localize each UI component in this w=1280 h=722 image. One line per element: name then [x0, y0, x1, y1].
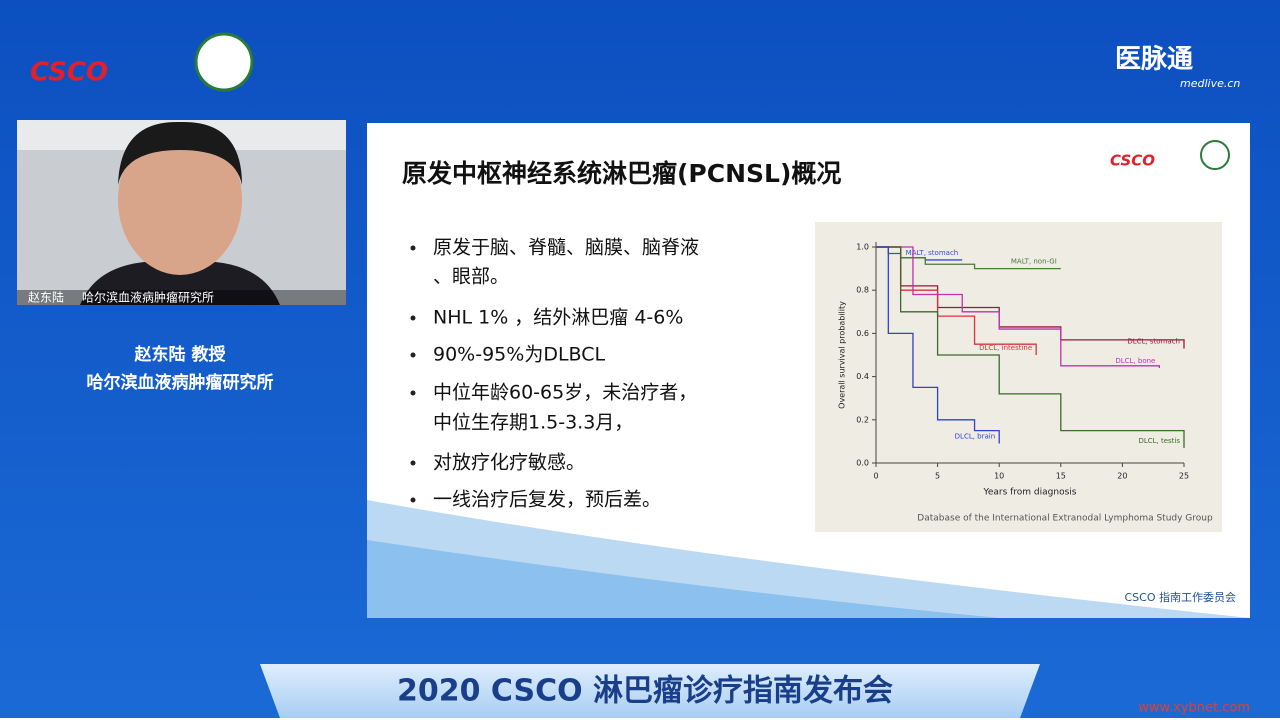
y-axis-title: Overall survival probability — [838, 301, 847, 409]
x-tick-label: 10 — [994, 472, 1004, 481]
caption-bar — [17, 290, 346, 305]
bullet-text: 中位年龄60-65岁，未治疗者， — [433, 382, 697, 404]
chart-source: Database of the International Extranodal… — [917, 514, 1213, 524]
x-tick-label: 5 — [935, 472, 940, 481]
y-tick-label: 0.4 — [856, 372, 869, 381]
x-tick-label: 25 — [1179, 472, 1189, 481]
bullet-text: 中位生存期1.5-3.3月， — [433, 412, 633, 434]
survival-curve — [876, 246, 1000, 444]
y-tick-label: 0.2 — [856, 415, 869, 424]
curve-label: DLCL, intestine — [979, 344, 1032, 352]
speaker-name: 赵东陆 教授 — [134, 344, 227, 365]
person-head — [118, 125, 242, 275]
bullet-text: 一线治疗后复发，预后差。 — [433, 489, 661, 511]
survival-curve — [876, 246, 1185, 448]
slide-wave — [367, 540, 1000, 618]
curve-label: DLCL, bone — [1115, 357, 1155, 365]
brand-site: medlive.cn — [1180, 77, 1240, 90]
slide-footer: CSCO 指南工作委员会 — [1125, 590, 1237, 604]
curve-label: DLCL, stomach — [1127, 338, 1180, 346]
slide-society-logo — [1200, 140, 1230, 170]
brand-logo: 医脉通 — [1115, 45, 1193, 75]
x-tick-label: 0 — [873, 472, 878, 481]
video-org: 哈尔滨血液病肿瘤研究所 — [82, 290, 214, 305]
x-tick-label: 15 — [1056, 472, 1066, 481]
curve-label: DLCL, testis — [1138, 437, 1180, 445]
bullet-text: 、眼部。 — [433, 266, 509, 288]
survival-curve — [876, 246, 1161, 368]
bullet-dot — [410, 497, 416, 503]
curve-label: MALT, non-GI — [1011, 258, 1057, 266]
y-tick-label: 0.8 — [856, 286, 869, 295]
curve-label: MALT, stomach — [906, 249, 959, 257]
y-tick-label: 1.0 — [856, 243, 869, 252]
x-tick-label: 20 — [1117, 472, 1127, 481]
person-body — [80, 261, 280, 305]
y-tick-label: 0.6 — [856, 329, 869, 338]
chart-panel — [815, 222, 1222, 532]
society-logo — [194, 32, 254, 92]
csco-logo: CSCO — [30, 58, 108, 88]
bullet-dot — [410, 315, 416, 321]
slide-logo: CSCO — [1110, 152, 1155, 170]
slide-title: 原发中枢神经系统淋巴瘤(PCNSL)概况 — [402, 159, 841, 188]
bullet-text: NHL 1% ，结外淋巴瘤 4-6% — [433, 307, 683, 329]
video-name: 赵东陆 — [28, 290, 64, 305]
bullet-text: 原发于脑、脊髓、脑膜、脑脊液 — [433, 237, 699, 259]
banner — [260, 664, 1040, 718]
banner-title: 2020 CSCO 淋巴瘤诊疗指南发布会 — [397, 674, 893, 709]
speaker-org: 哈尔滨血液病肿瘤研究所 — [87, 372, 274, 393]
y-tick-label: 0.0 — [856, 459, 869, 468]
bullet-dot — [410, 460, 416, 466]
person-hair — [118, 121, 242, 185]
bullet-dot — [410, 352, 416, 358]
curve-label: DLCL, brain — [955, 433, 996, 441]
bullet-text: 90%-95%为DLBCL — [433, 344, 606, 366]
watermark: www.xybnet.com — [1138, 701, 1250, 716]
bullet-text: 对放疗化疗敏感。 — [433, 452, 585, 474]
bullet-dot — [410, 390, 416, 396]
bullet-dot — [410, 245, 416, 251]
x-axis-title: Years from diagnosis — [983, 488, 1077, 498]
